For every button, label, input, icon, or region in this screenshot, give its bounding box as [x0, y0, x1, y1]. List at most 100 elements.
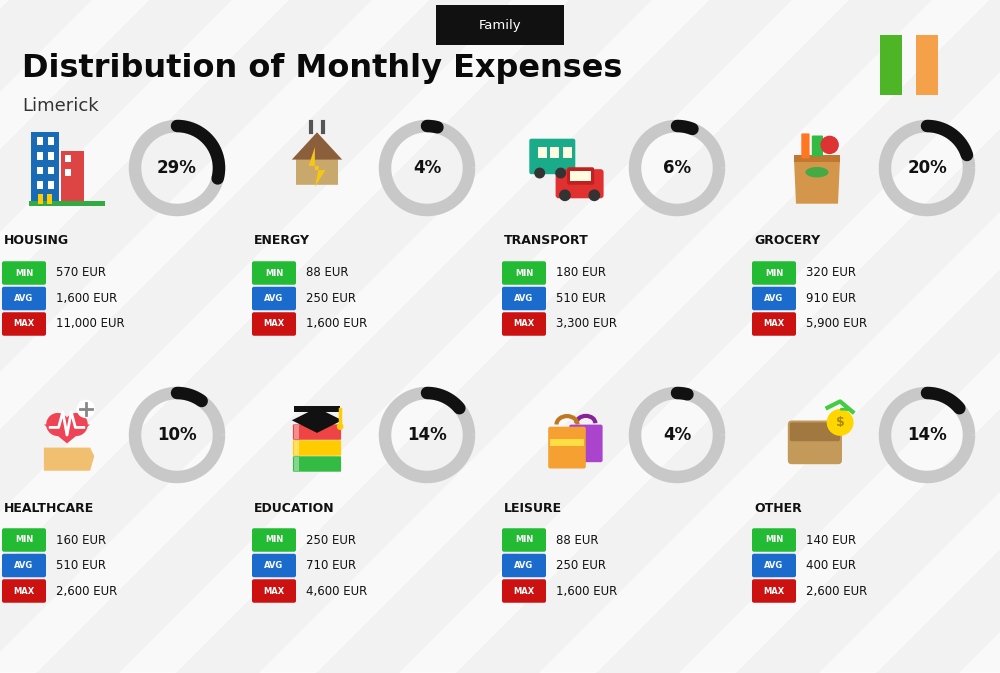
- Text: 29%: 29%: [157, 159, 197, 177]
- Text: MAX: MAX: [513, 586, 535, 596]
- Ellipse shape: [46, 413, 69, 436]
- Ellipse shape: [805, 167, 829, 178]
- Text: HOUSING: HOUSING: [4, 234, 69, 248]
- Text: MIN: MIN: [515, 269, 533, 277]
- Text: MIN: MIN: [265, 269, 283, 277]
- Polygon shape: [44, 448, 94, 470]
- FancyBboxPatch shape: [294, 457, 299, 470]
- FancyBboxPatch shape: [293, 425, 341, 439]
- FancyBboxPatch shape: [252, 312, 296, 336]
- Polygon shape: [296, 139, 338, 185]
- FancyBboxPatch shape: [293, 456, 341, 472]
- FancyBboxPatch shape: [48, 137, 54, 145]
- Text: 1,600 EUR: 1,600 EUR: [56, 292, 117, 305]
- Text: 5,900 EUR: 5,900 EUR: [806, 318, 867, 330]
- Text: OTHER: OTHER: [754, 501, 802, 514]
- Text: MAX: MAX: [763, 586, 785, 596]
- FancyBboxPatch shape: [916, 35, 938, 95]
- Circle shape: [559, 189, 571, 201]
- FancyBboxPatch shape: [801, 133, 810, 159]
- FancyBboxPatch shape: [502, 528, 546, 552]
- FancyBboxPatch shape: [31, 133, 59, 204]
- FancyBboxPatch shape: [29, 201, 105, 206]
- FancyBboxPatch shape: [788, 421, 842, 464]
- Text: 320 EUR: 320 EUR: [806, 267, 856, 279]
- Text: 160 EUR: 160 EUR: [56, 534, 106, 546]
- FancyBboxPatch shape: [37, 167, 43, 174]
- Text: 2,600 EUR: 2,600 EUR: [56, 584, 117, 598]
- Text: AVG: AVG: [14, 561, 34, 570]
- FancyBboxPatch shape: [252, 579, 296, 603]
- FancyBboxPatch shape: [752, 261, 796, 285]
- FancyBboxPatch shape: [812, 135, 823, 156]
- Text: 1,600 EUR: 1,600 EUR: [306, 318, 367, 330]
- FancyBboxPatch shape: [550, 147, 559, 157]
- FancyBboxPatch shape: [529, 139, 575, 174]
- FancyBboxPatch shape: [61, 151, 84, 204]
- Text: MAX: MAX: [13, 586, 35, 596]
- Text: AVG: AVG: [264, 561, 284, 570]
- FancyBboxPatch shape: [252, 528, 296, 552]
- Text: MAX: MAX: [13, 320, 35, 328]
- Text: AVG: AVG: [764, 561, 784, 570]
- FancyBboxPatch shape: [294, 441, 299, 455]
- Circle shape: [337, 423, 343, 430]
- Text: 570 EUR: 570 EUR: [56, 267, 106, 279]
- FancyBboxPatch shape: [569, 425, 603, 462]
- Text: Family: Family: [479, 18, 521, 32]
- Text: MIN: MIN: [515, 536, 533, 544]
- Polygon shape: [292, 133, 342, 160]
- FancyBboxPatch shape: [293, 440, 341, 456]
- Text: 710 EUR: 710 EUR: [306, 559, 356, 572]
- Text: MAX: MAX: [263, 320, 285, 328]
- Text: MIN: MIN: [15, 269, 33, 277]
- Ellipse shape: [65, 413, 88, 436]
- FancyBboxPatch shape: [550, 439, 584, 446]
- Text: HEALTHCARE: HEALTHCARE: [4, 501, 94, 514]
- FancyBboxPatch shape: [880, 35, 902, 95]
- FancyBboxPatch shape: [65, 170, 71, 176]
- FancyBboxPatch shape: [563, 147, 572, 157]
- Text: AVG: AVG: [264, 294, 284, 303]
- FancyBboxPatch shape: [37, 152, 43, 160]
- Text: MAX: MAX: [763, 320, 785, 328]
- Text: TRANSPORT: TRANSPORT: [504, 234, 589, 248]
- Text: MIN: MIN: [765, 536, 783, 544]
- Circle shape: [820, 136, 839, 154]
- Text: 910 EUR: 910 EUR: [806, 292, 856, 305]
- FancyBboxPatch shape: [752, 528, 796, 552]
- Text: 250 EUR: 250 EUR: [306, 292, 356, 305]
- FancyBboxPatch shape: [2, 312, 46, 336]
- FancyBboxPatch shape: [252, 261, 296, 285]
- Text: 250 EUR: 250 EUR: [306, 534, 356, 546]
- Text: 4,600 EUR: 4,600 EUR: [306, 584, 367, 598]
- Circle shape: [588, 189, 600, 201]
- Text: AVG: AVG: [764, 294, 784, 303]
- Text: 10%: 10%: [157, 426, 197, 444]
- Polygon shape: [44, 425, 90, 444]
- Text: AVG: AVG: [514, 294, 534, 303]
- Text: 510 EUR: 510 EUR: [556, 292, 606, 305]
- FancyBboxPatch shape: [548, 427, 586, 468]
- Polygon shape: [292, 408, 342, 433]
- Text: GROCERY: GROCERY: [754, 234, 820, 248]
- Text: 88 EUR: 88 EUR: [556, 534, 598, 546]
- Circle shape: [555, 168, 566, 178]
- FancyBboxPatch shape: [2, 261, 46, 285]
- Polygon shape: [309, 147, 325, 187]
- FancyBboxPatch shape: [65, 155, 71, 162]
- Text: 510 EUR: 510 EUR: [56, 559, 106, 572]
- FancyBboxPatch shape: [37, 137, 43, 145]
- Text: 4%: 4%: [413, 159, 441, 177]
- FancyBboxPatch shape: [752, 579, 796, 603]
- Text: 11,000 EUR: 11,000 EUR: [56, 318, 125, 330]
- Polygon shape: [794, 157, 840, 204]
- Text: Limerick: Limerick: [22, 97, 99, 115]
- Text: 14%: 14%: [407, 426, 447, 444]
- FancyBboxPatch shape: [252, 287, 296, 310]
- Text: 400 EUR: 400 EUR: [806, 559, 856, 572]
- Text: $: $: [836, 416, 844, 429]
- Text: MAX: MAX: [513, 320, 535, 328]
- FancyBboxPatch shape: [2, 554, 46, 577]
- Text: EDUCATION: EDUCATION: [254, 501, 335, 514]
